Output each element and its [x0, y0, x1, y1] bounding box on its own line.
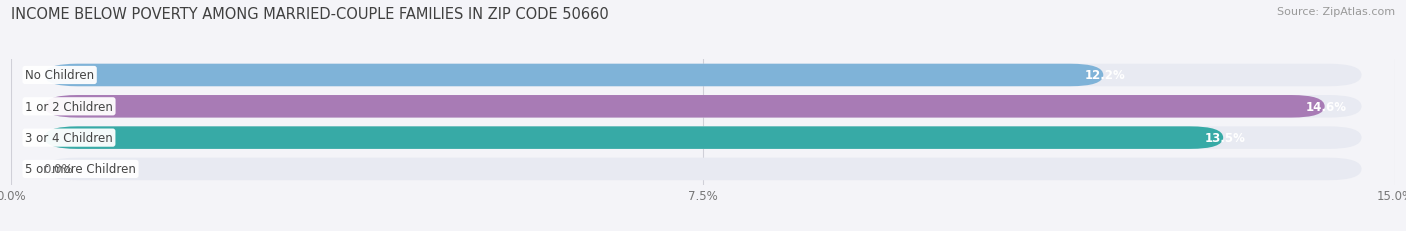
Text: 12.2%: 12.2%	[1084, 69, 1125, 82]
Text: 14.6%: 14.6%	[1306, 100, 1347, 113]
Text: 0.0%: 0.0%	[44, 163, 73, 176]
Text: Source: ZipAtlas.com: Source: ZipAtlas.com	[1277, 7, 1395, 17]
FancyBboxPatch shape	[45, 64, 1104, 87]
FancyBboxPatch shape	[45, 127, 1223, 149]
FancyBboxPatch shape	[45, 158, 1361, 180]
Text: 5 or more Children: 5 or more Children	[25, 163, 136, 176]
Text: No Children: No Children	[25, 69, 94, 82]
FancyBboxPatch shape	[45, 96, 1324, 118]
Text: 13.5%: 13.5%	[1205, 131, 1246, 145]
Text: INCOME BELOW POVERTY AMONG MARRIED-COUPLE FAMILIES IN ZIP CODE 50660: INCOME BELOW POVERTY AMONG MARRIED-COUPL…	[11, 7, 609, 22]
FancyBboxPatch shape	[45, 64, 1361, 87]
FancyBboxPatch shape	[45, 96, 1361, 118]
Text: 1 or 2 Children: 1 or 2 Children	[25, 100, 112, 113]
FancyBboxPatch shape	[45, 127, 1361, 149]
Text: 3 or 4 Children: 3 or 4 Children	[25, 131, 112, 145]
